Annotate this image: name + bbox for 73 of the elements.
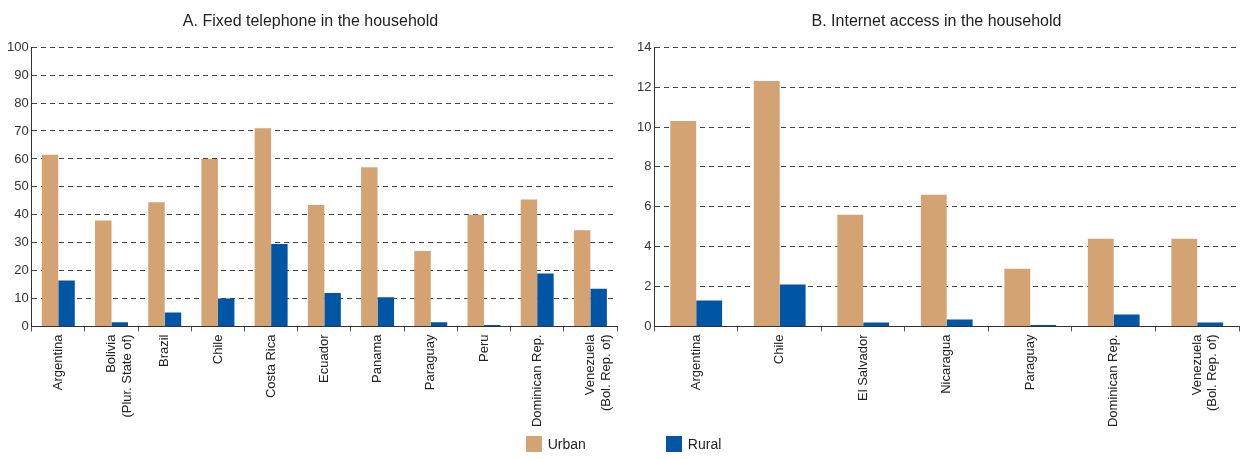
x-tick-label: Chile <box>771 334 787 365</box>
y-tick-label: 0 <box>21 318 29 334</box>
bar <box>920 194 947 327</box>
bar <box>377 297 395 327</box>
x-tick-label: Argentina <box>49 333 65 391</box>
bar <box>164 312 182 327</box>
bar <box>946 319 973 327</box>
bar <box>271 244 288 327</box>
y-tick-label: 0 <box>644 318 652 334</box>
bar <box>361 167 378 327</box>
bar <box>111 322 128 327</box>
y-tick-label: 2 <box>644 278 652 294</box>
y-tick-label: 6 <box>644 198 652 214</box>
x-tick-label: Ecuador <box>315 333 331 383</box>
x-tick-label: Paraguay <box>1021 334 1037 391</box>
bar <box>254 128 272 327</box>
x-tick-label: Paraguay <box>422 334 438 391</box>
bar <box>430 322 448 327</box>
bar <box>779 284 806 327</box>
y-tick-label: 60 <box>14 150 29 166</box>
y-tick-label: 40 <box>14 206 29 222</box>
x-tick-label: Brazil <box>156 334 172 368</box>
x-tick-label: Argentina <box>687 333 703 391</box>
bar <box>590 288 607 327</box>
x-tick-label: Dominican Rep. <box>528 334 544 428</box>
x-tick-label: Costa Rica <box>262 333 278 399</box>
y-tick-label: 12 <box>636 78 652 94</box>
y-tick-label: 14 <box>636 38 652 54</box>
bar <box>201 158 218 327</box>
x-tick-label: El Salvador <box>854 333 870 401</box>
x-tick-label: Dominican Rep. <box>1105 334 1121 428</box>
y-tick-label: 8 <box>644 158 652 174</box>
y-tick-label: 80 <box>14 94 29 110</box>
x-tick-label: Peru <box>475 334 491 362</box>
y-tick-label: 20 <box>14 262 29 278</box>
y-tick-label: 30 <box>14 234 29 250</box>
bar <box>537 273 554 327</box>
chart-title: B. Internet access in the household <box>811 12 1062 30</box>
bar <box>696 300 723 327</box>
y-tick-label: 10 <box>14 290 29 306</box>
bar <box>1171 238 1198 327</box>
bar <box>307 205 325 327</box>
bar <box>41 154 59 327</box>
bar <box>217 298 235 327</box>
x-tick-label: Chile <box>209 334 225 365</box>
y-tick-label: 4 <box>644 238 652 254</box>
legend-label: Rural <box>687 436 722 452</box>
bar <box>520 199 538 327</box>
y-tick-label: 50 <box>14 178 29 194</box>
x-tick-label: Panama <box>369 333 385 383</box>
x-tick-label: Nicaragua <box>938 333 954 394</box>
bar <box>467 214 484 327</box>
bar <box>837 214 864 327</box>
bar <box>148 202 165 327</box>
bar <box>1087 238 1114 327</box>
x-tick-label: Bolivia (Plur. State of) <box>103 333 134 418</box>
y-tick-label: 90 <box>14 66 29 82</box>
bar <box>324 293 341 327</box>
bar <box>573 230 591 327</box>
y-tick-label: 70 <box>14 122 29 138</box>
bar <box>1113 314 1140 327</box>
x-tick-label: Venezuela (Bol. Rep. of) <box>1188 333 1220 412</box>
bar <box>670 121 697 327</box>
bar <box>414 251 431 327</box>
bar <box>753 81 780 327</box>
y-tick-label: 100 <box>6 38 29 54</box>
y-tick-label: 10 <box>636 118 652 134</box>
legend-label: Urban <box>547 436 586 452</box>
x-tick-label: Venezuela (Bol. Rep. of) <box>581 333 613 412</box>
bar <box>58 280 75 327</box>
chart-title: A. Fixed telephone in the household <box>182 12 439 30</box>
bar <box>1004 268 1031 327</box>
bar <box>95 220 112 327</box>
